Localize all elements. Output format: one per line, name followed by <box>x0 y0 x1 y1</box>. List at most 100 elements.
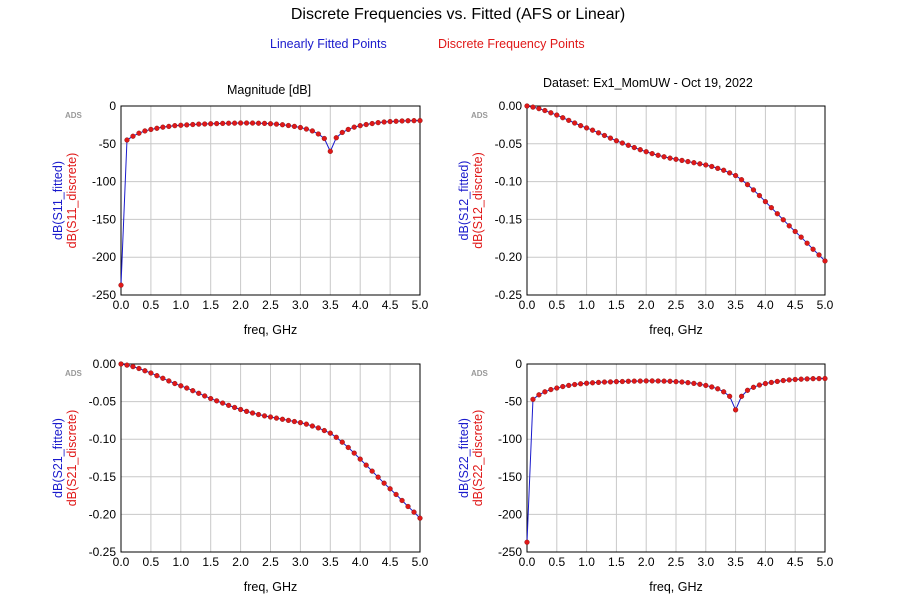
discrete-point <box>822 258 828 264</box>
y-tick-label: 0 <box>515 357 522 371</box>
discrete-point <box>673 156 679 162</box>
x-tick-label: 2.0 <box>638 555 655 569</box>
discrete-point <box>721 389 727 395</box>
discrete-point <box>124 362 130 368</box>
discrete-point <box>411 118 417 124</box>
discrete-point <box>238 406 244 413</box>
discrete-point <box>679 379 685 385</box>
discrete-point <box>560 115 566 121</box>
discrete-point <box>279 416 286 422</box>
discrete-point <box>267 121 274 127</box>
ads-watermark: ADS <box>471 369 489 378</box>
discrete-point <box>649 151 655 157</box>
x-tick-label: 3.5 <box>727 555 744 569</box>
discrete-point <box>273 121 280 127</box>
discrete-point <box>679 157 685 164</box>
discrete-point <box>220 400 226 406</box>
y-axis-label-fitted: dB(S22_fitted) <box>457 418 471 498</box>
discrete-point <box>548 386 554 393</box>
discrete-point <box>327 430 333 436</box>
discrete-point <box>589 380 596 386</box>
discrete-point <box>255 120 262 126</box>
discrete-point <box>411 509 417 515</box>
discrete-point <box>369 120 375 127</box>
y-tick-label: -0.20 <box>495 250 523 264</box>
discrete-point <box>607 379 614 385</box>
x-tick-label: 2.5 <box>262 555 279 569</box>
y-axis-label-discrete: dB(S12_discrete) <box>471 152 485 249</box>
discrete-point <box>774 211 780 217</box>
discrete-point <box>536 392 542 398</box>
panel-s11: 0.0 0.5 1.0 1.5 2.0 2.5 3.0 3.5 4.0 4.5 5.0 0 -50 -10… <box>51 99 429 337</box>
discrete-point <box>637 378 643 384</box>
y-tick-label: -0.15 <box>495 212 523 226</box>
y-tick-label: -0.05 <box>89 395 117 409</box>
x-tick-label: 1.5 <box>608 298 625 312</box>
x-tick-label: 5.0 <box>412 555 429 569</box>
x-tick-label: 3.5 <box>727 298 744 312</box>
discrete-point <box>381 119 387 125</box>
x-tick-label: 3.0 <box>697 298 714 312</box>
x-tick-label: 1.5 <box>608 555 625 569</box>
discrete-point <box>238 120 244 126</box>
x-tick-label: 1.0 <box>578 298 595 312</box>
y-tick-label: -150 <box>498 470 522 484</box>
discrete-point <box>697 381 703 387</box>
discrete-point <box>148 126 154 133</box>
y-axis-label-discrete: dB(S22_discrete) <box>471 410 485 507</box>
discrete-point <box>196 390 202 396</box>
discrete-point <box>357 456 363 462</box>
discrete-point <box>572 120 578 126</box>
plot-frame <box>526 105 826 296</box>
y-tick-label: -0.10 <box>495 175 523 189</box>
x-tick-label: 4.0 <box>757 555 774 569</box>
y-tick-label: -0.10 <box>89 432 117 446</box>
discrete-point <box>178 122 184 128</box>
discrete-point <box>190 388 196 394</box>
x-tick-label: 5.0 <box>817 555 834 569</box>
discrete-point <box>130 133 136 139</box>
discrete-point <box>583 380 590 386</box>
discrete-point <box>243 120 250 126</box>
discrete-point <box>291 418 298 425</box>
x-tick-label: 3.0 <box>697 555 714 569</box>
x-tick-label: 4.0 <box>352 555 369 569</box>
x-axis-label: freq, GHz <box>244 323 298 337</box>
discrete-point <box>220 120 226 126</box>
discrete-point <box>715 386 721 392</box>
discrete-point <box>148 370 154 376</box>
discrete-point <box>613 379 620 385</box>
discrete-point <box>578 123 584 129</box>
discrete-point <box>524 539 530 545</box>
discrete-point <box>261 413 268 419</box>
discrete-point <box>142 128 148 134</box>
discrete-point <box>768 379 774 386</box>
discrete-point <box>619 378 625 385</box>
discrete-point <box>607 135 614 141</box>
discrete-point <box>762 380 769 387</box>
discrete-point <box>321 135 327 142</box>
discrete-point <box>798 376 804 382</box>
discrete-point <box>685 158 691 165</box>
discrete-point <box>816 252 822 258</box>
x-tick-label: 0.5 <box>143 298 160 312</box>
x-tick-label: 3.0 <box>292 298 309 312</box>
discrete-point <box>524 103 530 109</box>
discrete-point <box>232 120 238 126</box>
y-tick-label: 0 <box>109 99 116 113</box>
x-tick-label: 0.0 <box>113 555 130 569</box>
y-tick-label: -50 <box>505 395 523 409</box>
x-tick-label: 4.0 <box>352 298 369 312</box>
discrete-point <box>184 122 190 128</box>
plot-frame <box>120 105 421 296</box>
x-tick-label: 3.0 <box>292 555 309 569</box>
discrete-point <box>226 402 232 408</box>
discrete-point <box>399 118 405 124</box>
plot-frame <box>120 363 421 553</box>
x-tick-label: 4.0 <box>757 298 774 312</box>
discrete-point <box>554 112 560 118</box>
discrete-point <box>315 425 321 431</box>
x-tick-label: 2.0 <box>232 555 249 569</box>
y-tick-label: -250 <box>92 288 116 302</box>
discrete-point <box>166 378 172 384</box>
